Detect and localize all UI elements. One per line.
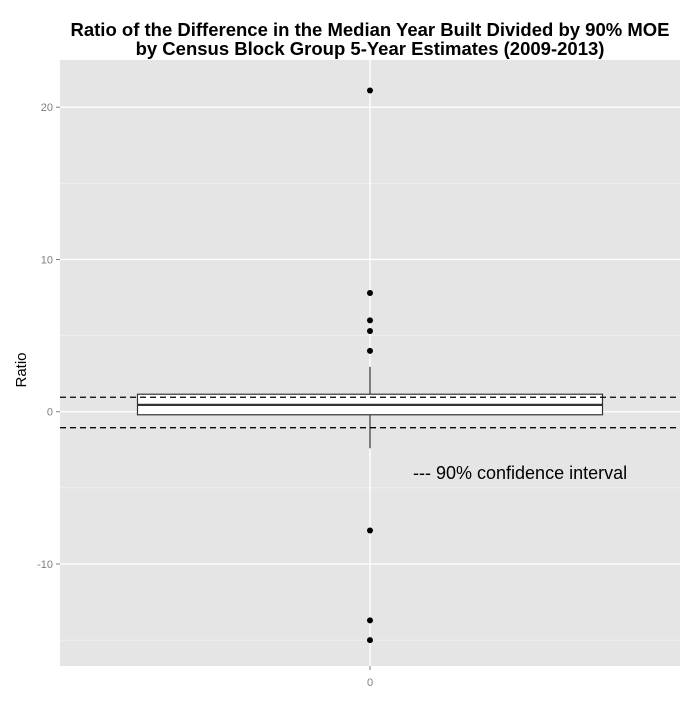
x-axis: 0	[367, 666, 373, 689]
x-tick-label: 0	[367, 677, 373, 689]
confidence-interval-annotation: --- 90% confidence interval	[413, 463, 627, 483]
y-tick-label: -10	[37, 559, 53, 571]
y-tick-label: 10	[41, 254, 53, 266]
outlier-point	[367, 617, 373, 624]
y-axis-label: Ratio	[13, 352, 30, 387]
outlier-point	[367, 637, 373, 644]
y-tick-label: 0	[47, 407, 53, 419]
outlier-point	[367, 317, 373, 324]
outlier-point	[367, 347, 373, 354]
y-tick-label: 20	[41, 102, 53, 114]
outlier-point	[367, 87, 373, 94]
y-axis: -10 0 10 20	[37, 102, 60, 571]
outlier-point	[367, 527, 373, 534]
chart-title-line-2: by Census Block Group 5-Year Estimates (…	[136, 38, 605, 59]
chart-title-line-1: Ratio of the Difference in the Median Ye…	[71, 19, 670, 40]
data-layer	[60, 87, 680, 644]
outlier-point	[367, 328, 373, 335]
outlier-point	[367, 289, 373, 296]
